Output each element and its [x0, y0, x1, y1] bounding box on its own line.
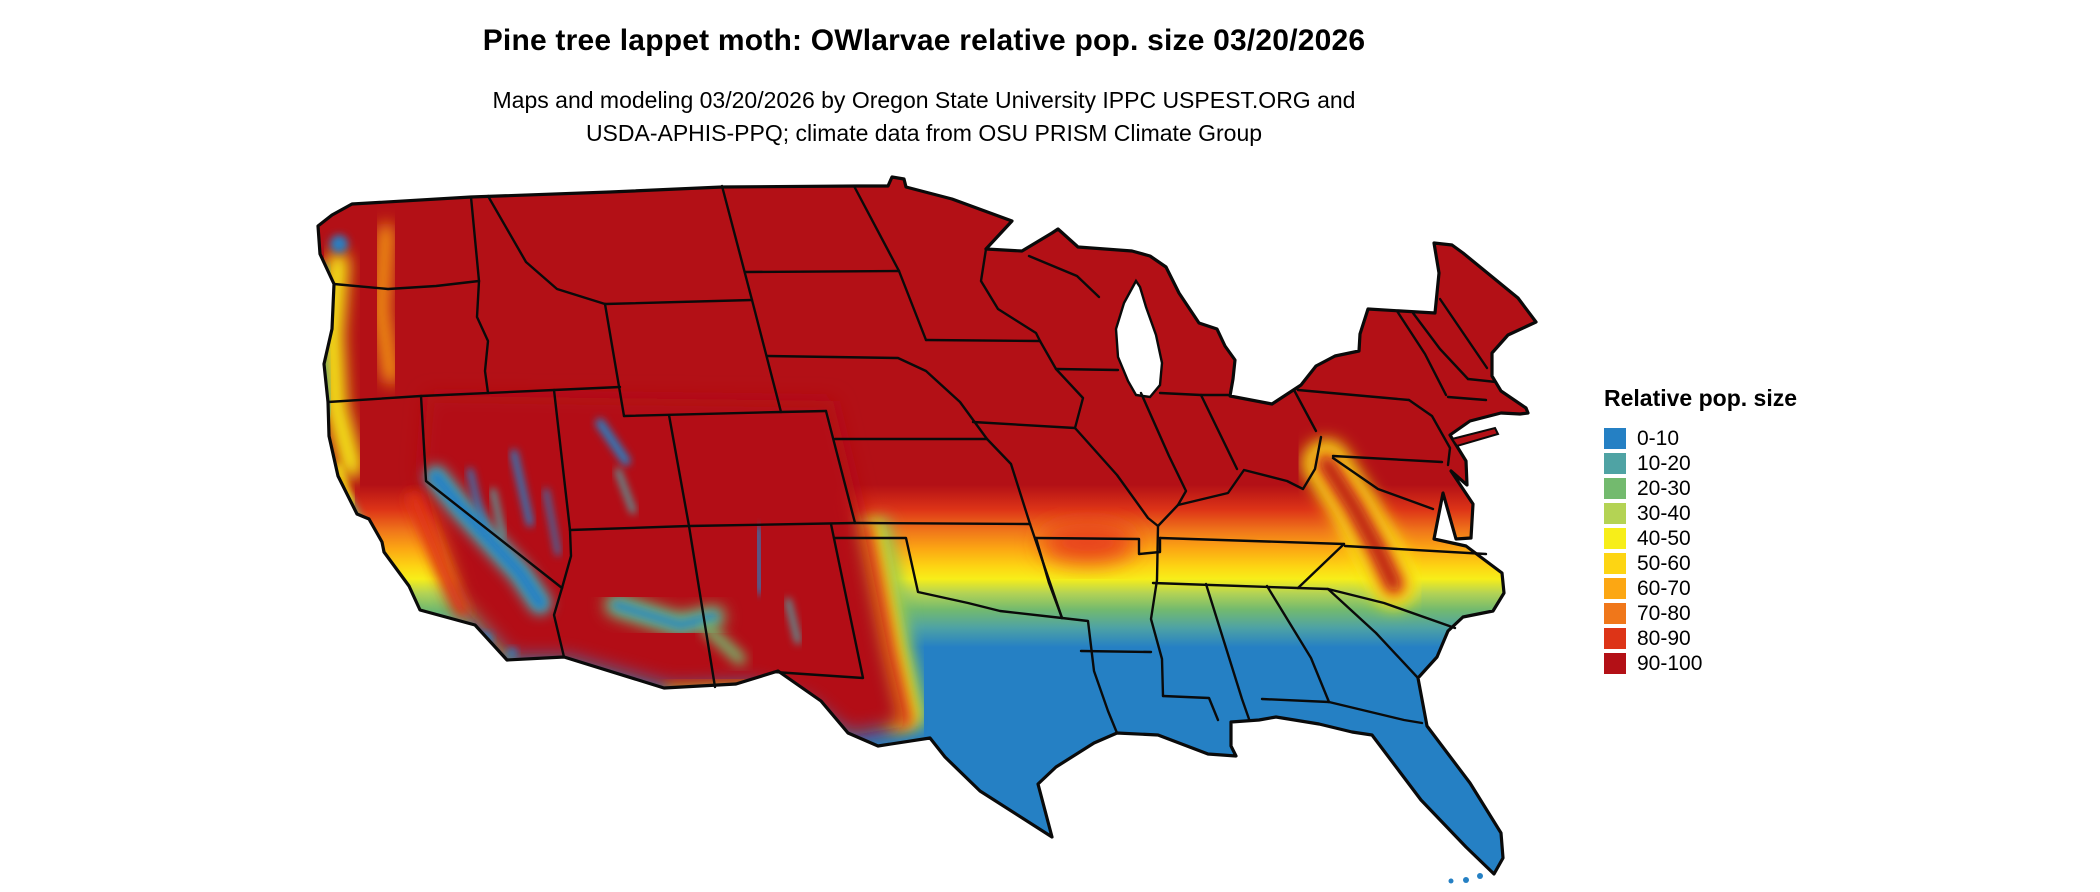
legend-items: 0-10 10-20 20-30 30-40 40-50 50-60 60-70 70-80 8…	[1604, 426, 1904, 676]
legend-item: 80-90	[1604, 626, 1904, 651]
legend-swatch	[1604, 578, 1626, 599]
legend-item: 50-60	[1604, 551, 1904, 576]
state-borders	[326, 184, 1498, 735]
legend-item: 20-30	[1604, 476, 1904, 501]
legend-label: 60-70	[1637, 576, 1691, 600]
subtitle-line-1: Maps and modeling 03/20/2026 by Oregon S…	[492, 87, 1356, 113]
legend-swatch	[1604, 428, 1626, 449]
legend-swatch	[1604, 553, 1626, 574]
legend-label: 20-30	[1637, 476, 1691, 500]
legend-title: Relative pop. size	[1604, 385, 1798, 411]
legend-label: 10-20	[1637, 451, 1691, 475]
legend-swatch	[1604, 628, 1626, 649]
legend-label: 90-100	[1637, 651, 1703, 675]
legend-swatch	[1604, 603, 1626, 624]
florida-keys	[1448, 873, 1483, 884]
subtitle-line-2: USDA-APHIS-PPQ; climate data from OSU PR…	[585, 120, 1263, 146]
legend-item: 70-80	[1604, 601, 1904, 626]
legend-label: 50-60	[1637, 551, 1691, 575]
legend-label: 70-80	[1637, 601, 1691, 625]
lake-michigan	[1114, 278, 1164, 399]
legend-item: 40-50	[1604, 526, 1904, 551]
legend-label: 0-10	[1637, 426, 1680, 450]
legend-item: 60-70	[1604, 576, 1904, 601]
us-map-svg	[316, 175, 1538, 884]
map-title: Pine tree lappet moth: OWlarvae relative…	[482, 24, 1366, 57]
legend-swatch	[1604, 478, 1626, 499]
legend-item: 30-40	[1604, 501, 1904, 526]
legend-swatch	[1604, 453, 1626, 474]
legend-item: 90-100	[1604, 651, 1904, 676]
legend-item: 10-20	[1604, 451, 1904, 476]
map-subtitle: Maps and modeling 03/20/2026 by Oregon S…	[288, 84, 1560, 150]
us-map	[288, 171, 1560, 884]
legend-label: 80-90	[1637, 626, 1691, 650]
long-island	[1450, 426, 1500, 448]
legend: Relative pop. size 0-10 10-20 20-30 30-40 40…	[1604, 385, 1904, 676]
legend-swatch	[1604, 528, 1626, 549]
legend-item: 0-10	[1604, 426, 1904, 451]
legend-label: 40-50	[1637, 526, 1691, 550]
legend-swatch	[1604, 503, 1626, 524]
legend-label: 30-40	[1637, 501, 1691, 525]
legend-swatch	[1604, 653, 1626, 674]
us-outline	[316, 175, 1538, 876]
